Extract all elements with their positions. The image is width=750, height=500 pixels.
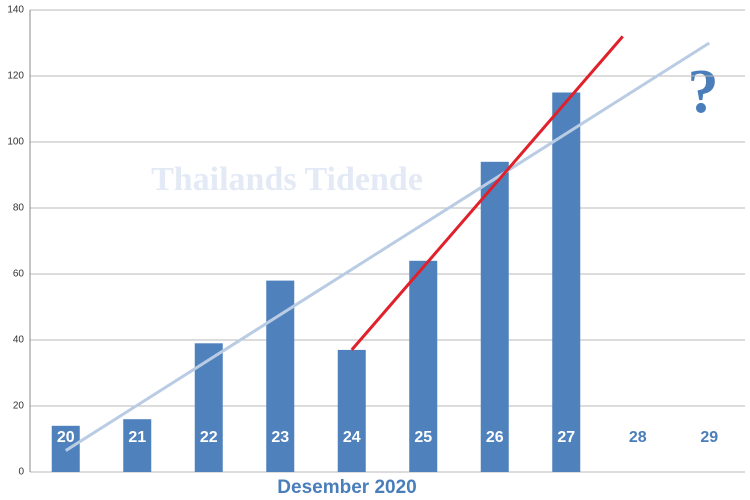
- bar: [123, 419, 152, 472]
- x-tick-label: 24: [343, 429, 361, 446]
- y-tick-label: 80: [13, 203, 25, 214]
- x-tick-label: 23: [271, 429, 289, 446]
- x-tick-label: 26: [486, 429, 504, 446]
- y-tick-label: 40: [13, 335, 25, 346]
- bar: [194, 343, 223, 472]
- x-tick-label: 20: [57, 429, 75, 446]
- bar: [409, 260, 438, 472]
- trend-line: [64, 41, 711, 452]
- bar: [552, 92, 581, 472]
- x-tick-label: 28: [629, 429, 647, 446]
- y-tick-label: 0: [18, 467, 24, 478]
- bar: [266, 280, 295, 472]
- annotation: ?: [688, 58, 719, 126]
- trend-line: [350, 35, 624, 351]
- bar: [480, 161, 509, 473]
- y-tick-label: 140: [7, 5, 24, 16]
- x-tick-label: 29: [700, 429, 718, 446]
- x-tick-label: 22: [200, 429, 218, 446]
- y-tick-label: 20: [13, 401, 25, 412]
- y-tick-label: 100: [7, 137, 24, 148]
- y-tick-label: 120: [7, 71, 24, 82]
- x-tick-label: 21: [128, 429, 146, 446]
- x-axis-label: Desember 2020: [277, 477, 416, 498]
- x-tick-label: 27: [557, 429, 575, 446]
- watermark: Thailands Tidende: [151, 161, 423, 198]
- x-tick-label: 25: [414, 429, 432, 446]
- bar: [337, 349, 366, 472]
- y-tick-label: 60: [13, 269, 25, 280]
